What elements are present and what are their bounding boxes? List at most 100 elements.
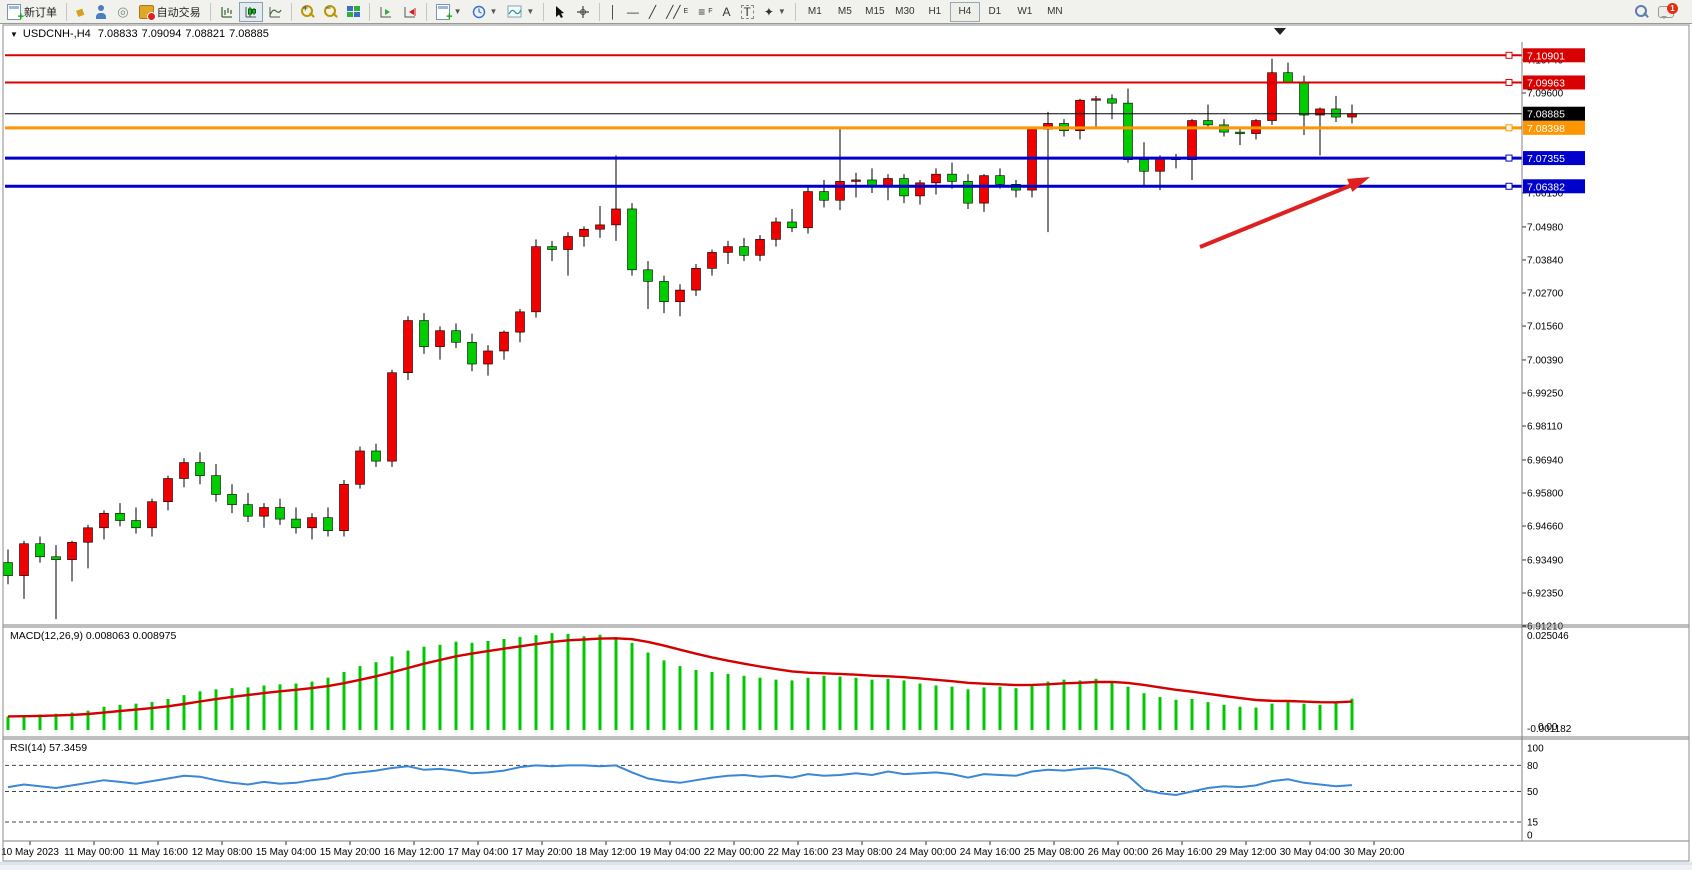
macd-histogram-bar	[150, 702, 154, 730]
arrows-tool-button[interactable]: ✦ ▼	[759, 2, 791, 22]
candle-body	[819, 191, 829, 201]
label-tool-button[interactable]: T	[736, 2, 759, 22]
time-axis-label: 30 May 04:00	[1280, 847, 1341, 858]
macd-histogram-bar	[742, 675, 746, 730]
candle-body	[1299, 81, 1309, 116]
macd-histogram-bar	[182, 695, 186, 730]
text-tool-button[interactable]: A	[718, 2, 736, 22]
bar-chart-mode-button[interactable]	[215, 2, 239, 22]
mql5-button[interactable]: ◆	[71, 2, 90, 22]
timeframe-button-M1[interactable]: M1	[807, 5, 822, 17]
macd-histogram-bar	[262, 685, 266, 730]
macd-histogram-bar	[646, 652, 650, 730]
new-order-button[interactable]: + 新订单	[2, 2, 62, 22]
macd-histogram-bar	[134, 703, 138, 730]
time-axis-label: 26 May 00:00	[1088, 847, 1149, 858]
candle-body	[723, 246, 733, 253]
periods-button[interactable]: ▼	[467, 2, 503, 22]
candle-body	[243, 504, 253, 517]
zoom-in-button[interactable]: +	[296, 2, 319, 22]
macd-histogram-bar	[1014, 688, 1018, 730]
indicators-icon	[507, 5, 523, 18]
rsi-axis-label: 15	[1527, 817, 1539, 828]
trendline-tool-button[interactable]: ╱	[644, 2, 661, 22]
bar-chart-icon	[220, 6, 232, 18]
rsi-axis-label: 50	[1527, 787, 1539, 798]
candle-body	[339, 484, 349, 531]
collapse-triangle-icon[interactable]: ▼	[10, 30, 18, 39]
line-chart-mode-button[interactable]	[263, 2, 287, 22]
candle-body	[35, 543, 45, 558]
autotrade-button[interactable]: 自动交易	[134, 2, 206, 22]
candle-body	[739, 246, 749, 256]
fibonacci-tool-button[interactable]: ≡ F	[693, 2, 717, 22]
chevron-down-icon: ▼	[526, 7, 535, 16]
signals-button[interactable]: ◎	[112, 2, 133, 22]
price-line-badge-label: 7.10901	[1527, 50, 1565, 62]
candle-body	[435, 330, 445, 347]
timeframe-button-H4[interactable]: H4	[949, 1, 980, 22]
arrow-annotation[interactable]	[1199, 177, 1370, 249]
trendline-icon: ╱	[648, 4, 657, 19]
chart-canvas[interactable]: 7.107407.096007.061507.049807.038407.027…	[0, 24, 1692, 865]
macd-histogram-bar	[694, 669, 698, 730]
auto-scroll-button[interactable]	[374, 2, 398, 22]
cursor-tool-button[interactable]	[548, 2, 571, 22]
line-anchor-handle[interactable]	[1505, 182, 1513, 190]
timeframe-button-W1[interactable]: W1	[1017, 5, 1033, 17]
line-anchor-handle[interactable]	[1505, 51, 1513, 59]
candlestick-mode-button[interactable]	[238, 1, 263, 22]
chart-shift-button[interactable]	[398, 2, 422, 22]
candle-body	[531, 246, 541, 313]
candle-body	[595, 224, 605, 230]
macd-histogram-bar	[502, 639, 506, 730]
vline-tool-button[interactable]: │	[604, 2, 622, 22]
crosshair-tool-button[interactable]	[571, 2, 595, 22]
price-tick-label: 6.96940	[1527, 455, 1564, 466]
candle-body	[771, 221, 781, 240]
zoom-out-button[interactable]: −	[319, 2, 342, 22]
line-anchor-handle[interactable]	[1505, 124, 1513, 132]
indicators-button[interactable]: ▼	[502, 2, 539, 22]
timeframe-button-M5[interactable]: M5	[837, 5, 852, 17]
time-axis-label: 22 May 16:00	[768, 847, 829, 858]
timeframe-button-MN[interactable]: MN	[1047, 5, 1063, 17]
candle-body	[675, 289, 685, 302]
templates-button[interactable]: + ▼	[431, 2, 467, 22]
rsi-axis-label: 80	[1527, 761, 1539, 772]
macd-histogram-bar	[806, 677, 810, 730]
chat-icon[interactable]: 1	[1658, 3, 1678, 19]
timeframe-button-H1[interactable]: H1	[928, 5, 942, 17]
price-tick-label: 6.98110	[1527, 422, 1563, 433]
vertical-line-icon: │	[609, 4, 617, 19]
hline-tool-button[interactable]: —	[622, 2, 644, 22]
line-anchor-handle[interactable]	[1505, 78, 1513, 86]
search-icon[interactable]	[1634, 4, 1649, 19]
macd-histogram-bar	[998, 686, 1002, 730]
timeframe-button-M15[interactable]: M15	[865, 5, 885, 17]
macd-histogram-bar	[982, 687, 986, 730]
tile-windows-button[interactable]	[342, 2, 365, 22]
clock-icon	[472, 5, 485, 18]
time-axis-label: 16 May 12:00	[384, 847, 445, 858]
timeframe-button-M30[interactable]: M30	[895, 5, 915, 17]
channel-icon: ╱╱	[666, 4, 681, 19]
macd-histogram-bar	[854, 677, 858, 730]
time-axis-label: 17 May 20:00	[512, 847, 573, 858]
cursor-icon	[556, 5, 565, 18]
community-button[interactable]	[90, 2, 112, 22]
channel-tool-button[interactable]: ╱╱ E	[661, 2, 693, 22]
macd-histogram-bar	[326, 677, 330, 730]
price-tick-label: 7.06150	[1527, 189, 1564, 200]
time-axis-label: 11 May 00:00	[64, 847, 124, 858]
price-line-badge-label: 7.06382	[1527, 181, 1565, 193]
text-tool-icon: A	[722, 4, 731, 19]
price-tick-label: 6.99250	[1527, 389, 1564, 400]
chart-shift-marker[interactable]	[1274, 28, 1286, 35]
macd-histogram-bar	[838, 676, 842, 730]
timeframe-button-D1[interactable]: D1	[988, 5, 1002, 17]
price-line-badge-label: 7.07355	[1527, 153, 1565, 165]
line-anchor-handle[interactable]	[1505, 154, 1513, 162]
macd-histogram-bar	[1190, 699, 1194, 730]
candle-body	[979, 175, 989, 204]
